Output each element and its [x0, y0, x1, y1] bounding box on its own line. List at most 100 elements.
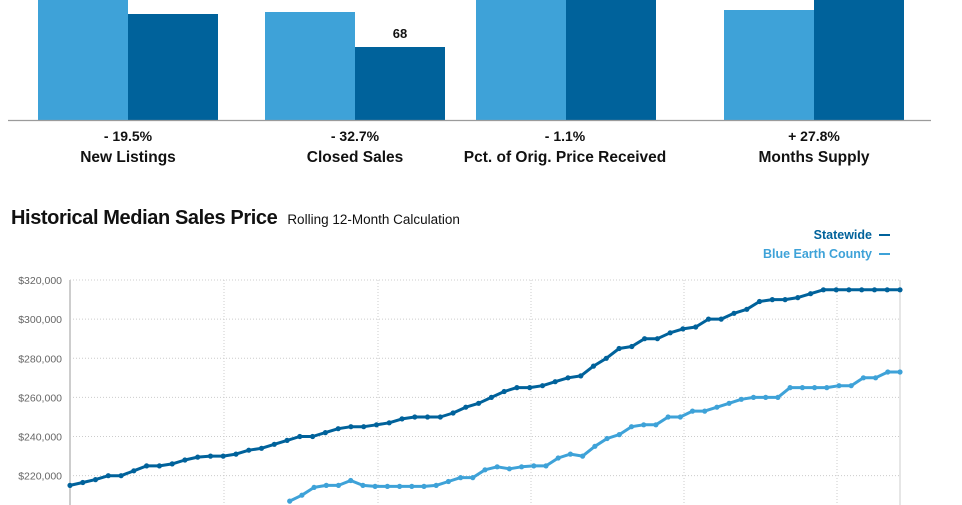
metric-new-listings: - 19.5% New Listings — [13, 128, 243, 168]
data-point — [144, 463, 150, 469]
data-point — [787, 385, 793, 391]
data-point — [397, 483, 403, 489]
data-point — [450, 410, 456, 416]
series-blue-earth-county — [287, 369, 903, 504]
y-tick-label: $220,000 — [18, 471, 62, 483]
data-point — [653, 422, 659, 428]
data-point — [399, 416, 405, 422]
data-point — [335, 426, 341, 432]
data-point — [756, 298, 763, 305]
legend-label: Blue Earth County — [762, 247, 872, 261]
data-point — [590, 363, 597, 369]
data-point — [412, 414, 418, 420]
legend-swatch — [879, 253, 890, 255]
data-point — [714, 404, 720, 410]
data-point — [552, 379, 558, 385]
data-point — [680, 326, 686, 332]
data-point — [580, 453, 586, 459]
data-point — [667, 330, 673, 336]
data-point — [80, 479, 86, 486]
data-point — [409, 483, 415, 489]
data-point — [873, 375, 879, 381]
data-point — [744, 306, 750, 312]
data-point — [604, 435, 610, 442]
data-point — [372, 483, 378, 489]
data-point — [848, 383, 854, 389]
data-point — [731, 310, 737, 316]
data-point — [287, 498, 293, 504]
metric-change: - 32.7% — [330, 128, 380, 144]
bar-current-year-months-supply — [814, 0, 904, 120]
data-point — [258, 445, 265, 451]
data-point — [833, 287, 839, 293]
data-point — [836, 383, 842, 389]
legend-label: Statewide — [813, 228, 872, 242]
data-point — [514, 385, 520, 391]
data-point — [897, 287, 903, 293]
data-point — [445, 478, 451, 485]
metric-change: - 19.5% — [103, 128, 153, 144]
data-point — [555, 455, 561, 461]
data-point — [726, 400, 732, 406]
y-tick-label: $240,000 — [18, 432, 62, 444]
data-point — [860, 375, 867, 381]
data-point — [628, 424, 635, 430]
data-point — [482, 467, 488, 473]
bar-prior-year-months-supply — [724, 10, 814, 120]
data-point — [348, 424, 354, 430]
data-point — [769, 297, 775, 303]
data-point — [616, 345, 622, 352]
y-tick-label: $300,000 — [18, 314, 62, 326]
data-point — [506, 466, 512, 472]
legend-swatch — [879, 234, 890, 236]
data-point — [421, 483, 427, 489]
metric-label: Closed Sales — [306, 149, 404, 166]
data-point — [458, 475, 464, 481]
data-point — [233, 451, 239, 457]
data-point — [470, 475, 476, 481]
metric-change: - 1.1% — [544, 128, 586, 144]
data-point — [763, 394, 769, 400]
data-point — [424, 414, 431, 420]
metric-closed-sales: - 32.7% Closed Sales — [240, 128, 470, 168]
data-point — [105, 473, 111, 479]
data-point — [543, 463, 549, 469]
data-point — [433, 482, 439, 488]
data-point — [705, 316, 712, 322]
bar-prior-year-pct-orig-price — [476, 0, 566, 120]
data-point — [799, 385, 806, 391]
metric-label: Pct. of Orig. Price Received — [463, 149, 667, 166]
data-point — [322, 430, 328, 436]
bar-current-year-new-listings — [128, 14, 218, 120]
bar-prior-year-new-listings — [38, 0, 128, 120]
data-point — [527, 385, 533, 391]
data-point — [885, 369, 891, 375]
data-point — [476, 400, 482, 406]
data-point — [677, 414, 683, 420]
y-tick-label: $260,000 — [18, 392, 62, 404]
data-point — [297, 433, 303, 440]
data-point — [488, 394, 494, 400]
data-point — [567, 451, 574, 457]
legend-item-statewide: Statewide — [814, 228, 890, 242]
data-point — [246, 447, 252, 453]
data-point — [859, 287, 865, 293]
key-metrics-bar-chart: 68 — [8, 0, 931, 122]
data-point — [718, 316, 724, 322]
chart-subtitle: Rolling 12-Month Calculation — [287, 212, 460, 227]
data-point — [67, 482, 73, 488]
bar-prior-year-closed-sales — [265, 12, 355, 120]
y-tick-label: $280,000 — [18, 353, 62, 365]
chart-title: Historical Median Sales Price Rolling 12… — [11, 207, 460, 230]
data-point — [284, 437, 290, 443]
metric-label: Months Supply — [758, 149, 870, 166]
data-point — [808, 291, 814, 297]
data-point — [207, 453, 214, 459]
data-point — [501, 388, 507, 395]
data-point — [310, 433, 316, 440]
data-point — [539, 383, 546, 389]
data-point — [846, 287, 852, 293]
data-point — [323, 482, 329, 488]
bar-value-label: 68 — [393, 26, 407, 41]
bar-current-year-closed-sales — [355, 47, 445, 120]
